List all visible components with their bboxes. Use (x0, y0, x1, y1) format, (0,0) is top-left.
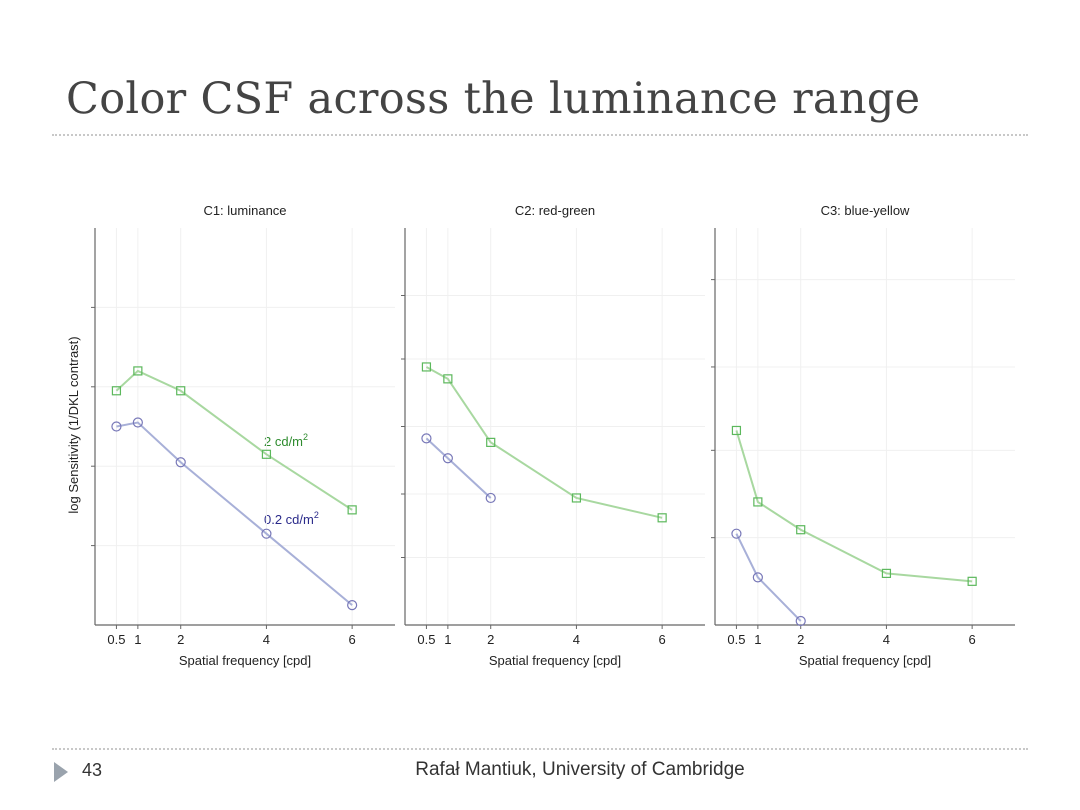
panel2-point-2cd-4 (657, 513, 667, 523)
panel1-point-02cd-2 (175, 457, 186, 468)
panel2-series-2cd-line (425, 366, 663, 519)
panel2-x-tick-label-2: 2 (487, 632, 494, 647)
panel2-point-02cd-2 (485, 492, 496, 504)
panel2-point-2cd-2 (486, 437, 496, 447)
panel1-x-axis-label: Spatial frequency [cpd] (179, 653, 311, 668)
panel1-point-2cd-1 (133, 366, 143, 376)
panel3-x-tick-label-1: 1 (754, 632, 761, 647)
title-divider (52, 134, 1028, 136)
footer-triangle-icon (54, 762, 68, 782)
y-axis-label: log Sensitivity (1/DKL contrast) (66, 336, 81, 513)
panel3-x-tick-label-0: 0.5 (727, 632, 745, 647)
footer-author: Rafał Mantiuk, University of Cambridge (415, 759, 745, 780)
panel1-point-2cd-2 (176, 386, 186, 396)
panel1-point-2cd-3 (261, 449, 272, 459)
panel1-x-tick-label-1: 1 (134, 632, 141, 647)
panel3-x-tick-label-4: 6 (969, 632, 976, 647)
panel2-title: C2: red-green (515, 203, 595, 218)
panel3-x-tick-label-2: 2 (797, 632, 804, 647)
panel1-series-02cd-line (116, 421, 353, 606)
panel2-point-2cd-0 (421, 362, 432, 372)
panel2-point-2cd-3 (571, 493, 582, 503)
panel3-point-02cd-0 (731, 528, 742, 539)
panel1-x-tick-label-3: 4 (263, 632, 270, 647)
panel2-point-02cd-1 (442, 453, 453, 464)
panel2-x-tick-label-3: 4 (573, 632, 580, 647)
panel2-point-02cd-0 (421, 433, 432, 444)
panel1-point-02cd-4 (347, 600, 358, 611)
panel3-point-02cd-1 (752, 572, 763, 583)
panel2-x-axis-label: Spatial frequency [cpd] (489, 653, 621, 668)
panel3-x-axis-label: Spatial frequency [cpd] (799, 653, 931, 668)
panel3-point-02cd-2 (795, 615, 806, 627)
page-number: 43 (82, 760, 103, 780)
footer-divider (52, 748, 1028, 750)
panel1-series-2cd-line (115, 369, 353, 511)
slide-title: Color CSF across the luminance range (66, 74, 921, 124)
panel1-point-2cd-0 (111, 386, 122, 396)
panel3-point-2cd-1 (753, 497, 763, 507)
series-label-02cd: 0.2 cd/m2 (264, 510, 319, 527)
panel1-title: C1: luminance (203, 203, 286, 218)
panel3-series-02cd-line (735, 533, 802, 622)
panel2-x-tick-label-0: 0.5 (417, 632, 435, 647)
panel2-x-tick-label-1: 1 (444, 632, 451, 647)
panel1-x-tick-label-4: 6 (349, 632, 356, 647)
panel2-x-tick-label-4: 6 (659, 632, 666, 647)
panel1-x-tick-label-0: 0.5 (107, 632, 125, 647)
panel3-point-2cd-0 (731, 425, 742, 436)
panel3-series-2cd-line (735, 430, 973, 583)
panel1-point-02cd-1 (132, 417, 143, 428)
panel3-x-tick-label-3: 4 (883, 632, 890, 647)
panel2-series-02cd-line (425, 437, 492, 499)
panel2-point-2cd-1 (443, 374, 453, 384)
panel3-point-2cd-3 (881, 568, 892, 578)
panel1-point-2cd-4 (347, 505, 357, 515)
panel1-point-02cd-3 (261, 528, 272, 539)
series-label-2cd: 2 cd/m2 (264, 432, 308, 449)
panel3-point-2cd-2 (796, 525, 806, 535)
panel3-point-2cd-4 (967, 576, 977, 586)
chart-figure: log Sensitivity (1/DKL contrast) 2 cd/m2… (66, 203, 1015, 668)
panel1-x-tick-label-2: 2 (177, 632, 184, 647)
panel1-point-02cd-0 (111, 421, 122, 432)
panel3-title: C3: blue-yellow (821, 203, 910, 218)
